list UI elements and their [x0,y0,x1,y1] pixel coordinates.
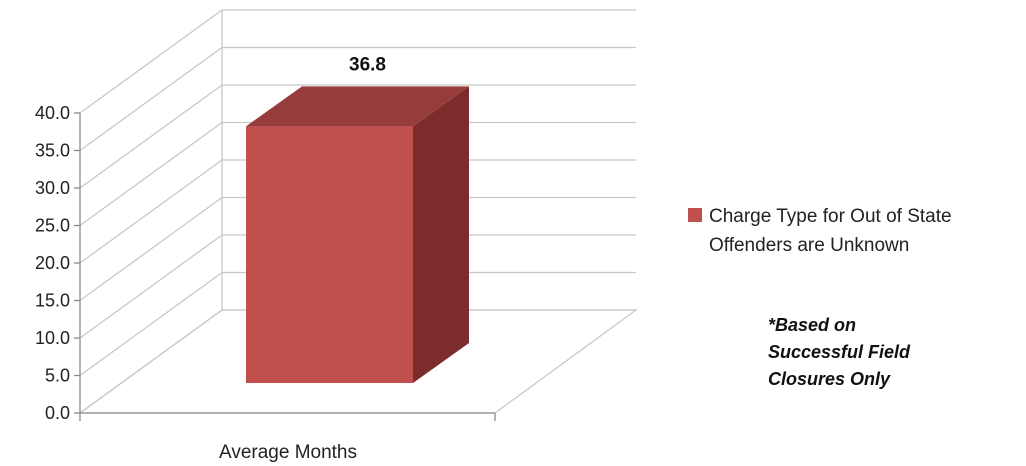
y-tick-label: 35.0 [35,141,70,161]
y-tick-label: 10.0 [35,328,70,348]
bar-top [246,86,469,127]
bars [246,86,469,383]
data-label: 36.8 [349,54,386,75]
y-tick-label: 25.0 [35,216,70,236]
bar-side [413,86,469,383]
y-tick-label: 40.0 [35,103,70,123]
category-label: Average Months [219,442,357,463]
legend-label: Charge Type for Out of State Offenders a… [709,206,952,256]
labels: 0.0 5.0 10.0 15.0 20.0 25.0 30.0 35.0 40.0 36.8 Av… [35,54,386,463]
y-tick-label: 0.0 [45,403,70,423]
legend-swatch [688,208,702,222]
y-tick-label: 30.0 [35,178,70,198]
axes [74,112,496,421]
y-tick-label: 15.0 [35,291,70,311]
legend: Charge Type for Out of State Offenders a… [688,202,1024,260]
y-tick-label: 5.0 [45,366,70,386]
footnote: *Based on Successful Field Closures Only [768,315,911,389]
y-tick-label: 20.0 [35,253,70,273]
bar-front [246,126,413,383]
